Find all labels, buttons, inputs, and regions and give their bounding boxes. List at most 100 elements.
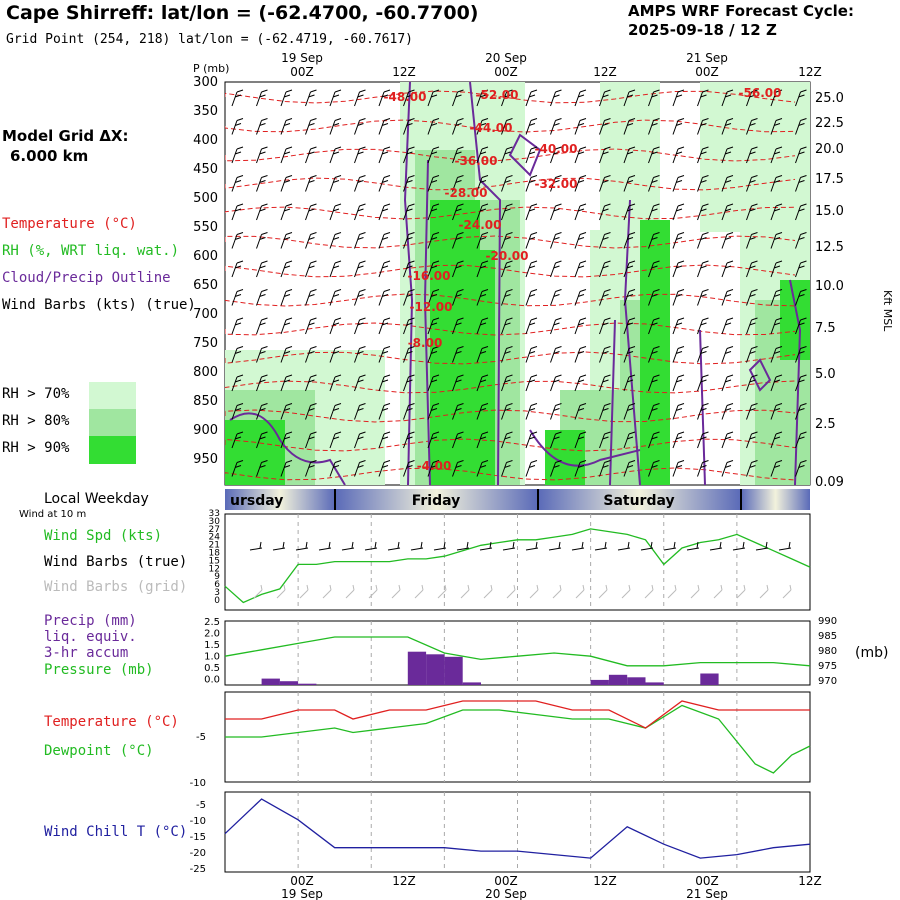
wind-barb — [378, 374, 391, 392]
pressure-tick-label: 550 — [193, 220, 218, 235]
wind-barb-true — [617, 541, 631, 551]
precip-bar — [444, 656, 463, 685]
weekday-band — [335, 489, 538, 510]
model-grid-value: 6.000 km — [10, 147, 89, 165]
wind-barb-grid — [598, 584, 608, 599]
wind-barb — [403, 374, 415, 392]
wind-barb — [476, 460, 489, 477]
wind-barb — [648, 403, 660, 420]
temperature-contour — [225, 264, 796, 278]
pressure-tick-label: 300 — [193, 75, 218, 90]
wind-barb — [378, 460, 391, 477]
wind-barb — [770, 460, 783, 477]
rh90-region — [455, 250, 495, 485]
wind-barb — [697, 89, 709, 107]
wind-barb — [501, 346, 513, 363]
rh70-region — [740, 82, 810, 485]
wind-barb — [623, 260, 636, 278]
wind-barb — [329, 289, 342, 306]
chart-title: Cape Shirreff: lat/lon = (-62.4700, -60.… — [6, 2, 479, 24]
windchill-y-tick: -20 — [190, 848, 206, 859]
wind-speed-line — [224, 528, 811, 604]
wind-barb — [403, 146, 415, 164]
wind-barb — [305, 346, 317, 363]
rh80-region — [225, 390, 315, 485]
bottom-time-tick: 12Z — [593, 874, 617, 888]
wind-barb — [378, 232, 391, 249]
wind-barb — [354, 232, 366, 249]
top-time-tick: 12Z — [593, 65, 617, 79]
wind-y-tick: 21 — [209, 541, 220, 551]
model-grid-spacing: Model Grid ΔX: 6.000 km — [2, 126, 129, 166]
wind-barb — [476, 289, 489, 306]
wind-barb — [354, 289, 366, 306]
wind-barb — [721, 232, 734, 249]
wind-barb — [427, 431, 440, 449]
wind-barb-true — [479, 541, 493, 551]
wind-barb — [280, 118, 293, 135]
wind-barb — [721, 317, 734, 335]
wind-barb — [378, 317, 391, 335]
wind-barb — [280, 460, 293, 477]
temperature-panel-frame — [224, 691, 811, 783]
wind-barb — [648, 146, 660, 164]
weekday-name: Friday — [412, 493, 461, 509]
wind-barb — [672, 346, 685, 363]
wind-barb — [697, 203, 709, 221]
kft-tick-label: 25.0 — [815, 91, 844, 106]
wind-barb — [329, 175, 342, 192]
bottom-time-tick: 00Z — [494, 874, 518, 888]
wind-barb-grid — [644, 584, 654, 599]
temperature-contour — [225, 148, 796, 162]
pressure-tick-label: 750 — [193, 336, 218, 351]
temperature-contour — [225, 380, 796, 394]
wind-barb — [452, 460, 464, 477]
wind-barb — [501, 403, 513, 420]
wind-barb-grid — [759, 584, 769, 599]
panel-windchill-label: Wind Chill T (°C) — [44, 824, 188, 840]
temperature-label: -12.00 — [410, 300, 453, 314]
precip-bar — [462, 682, 481, 685]
wind-barb — [599, 403, 611, 420]
wind-barb — [550, 175, 562, 192]
panel-temp-label: Temperature (°C) — [44, 714, 179, 730]
cloud-outline — [469, 82, 502, 485]
wind-barb — [648, 89, 660, 107]
wind-barb — [329, 118, 342, 135]
wind-barb — [501, 374, 513, 392]
pressure-tick-label: 500 — [193, 191, 218, 206]
top-time-tick: 12Z — [798, 65, 822, 79]
precip-y-tick: 1.5 — [204, 640, 220, 651]
kft-tick-label: 20.0 — [815, 142, 844, 157]
pressure-line — [224, 636, 811, 667]
wind-barb — [770, 89, 783, 107]
wind-barb — [648, 175, 660, 192]
wind-barb — [795, 203, 807, 221]
wind-barb — [574, 260, 587, 278]
wind-barb — [648, 431, 660, 449]
wind-barb — [795, 118, 807, 135]
panel-wind-label-grid: Wind Barbs (grid) — [44, 579, 188, 595]
bottom-time-tick: 12Z — [392, 874, 416, 888]
wind-barb — [525, 346, 538, 363]
pressure-tick-label: 650 — [193, 278, 218, 293]
temp-y-tick: -10 — [190, 778, 206, 789]
wind-barb — [280, 431, 293, 449]
temperature-label: -28.00 — [445, 186, 488, 200]
wind-barb — [697, 232, 709, 249]
wind-barb — [354, 403, 366, 420]
wind-barb — [525, 118, 538, 135]
temperature-contour — [225, 438, 796, 452]
wind-barb — [256, 403, 268, 420]
wind-barb — [795, 232, 807, 249]
windchill-y-tick: -5 — [196, 800, 206, 811]
wind-barb — [427, 118, 440, 135]
wind-barb — [795, 289, 807, 306]
temperature-contour — [225, 322, 796, 336]
wind-barb — [329, 374, 342, 392]
wind-barb — [795, 175, 807, 192]
wind-barb — [746, 346, 758, 363]
wind-barb — [476, 118, 489, 135]
wind-barb — [746, 118, 758, 135]
temp-y-tick: -5 — [196, 732, 206, 743]
